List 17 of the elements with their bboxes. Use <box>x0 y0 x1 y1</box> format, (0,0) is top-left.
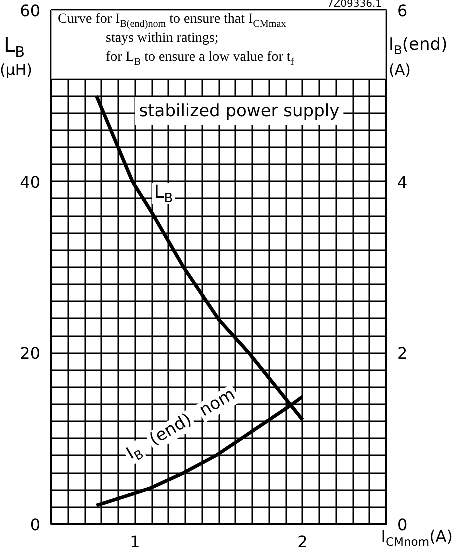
annotation: stabilized power supply <box>139 101 340 122</box>
title: for L$_{B}$ to ensure a low value for t$_{f}$ <box>106 50 294 66</box>
y2label: I$_{B}$(end) <box>389 36 448 56</box>
ylabel: L$_{B}$ <box>4 34 26 57</box>
y2-tick-label: 6 <box>398 2 408 20</box>
y-tick-label: 0 <box>30 516 41 534</box>
y2-tick-label: 2 <box>398 344 408 364</box>
y-tick-label: 20 <box>20 344 40 364</box>
title: stays within ratings; <box>106 31 219 48</box>
y2label: (A) <box>389 62 411 80</box>
ylabel: (µH) <box>0 62 33 80</box>
y2-tick-label: 4 <box>398 172 408 192</box>
series-label: L$_{B}$ <box>152 183 176 204</box>
y-tick-label: 60 <box>20 2 40 20</box>
x-tick-label: 1 <box>130 532 140 552</box>
y-tick-label: 40 <box>20 172 40 192</box>
title: Curve for I$_{B(end)nom}$ to ensure that I$_{CMmax}$ <box>58 12 286 28</box>
